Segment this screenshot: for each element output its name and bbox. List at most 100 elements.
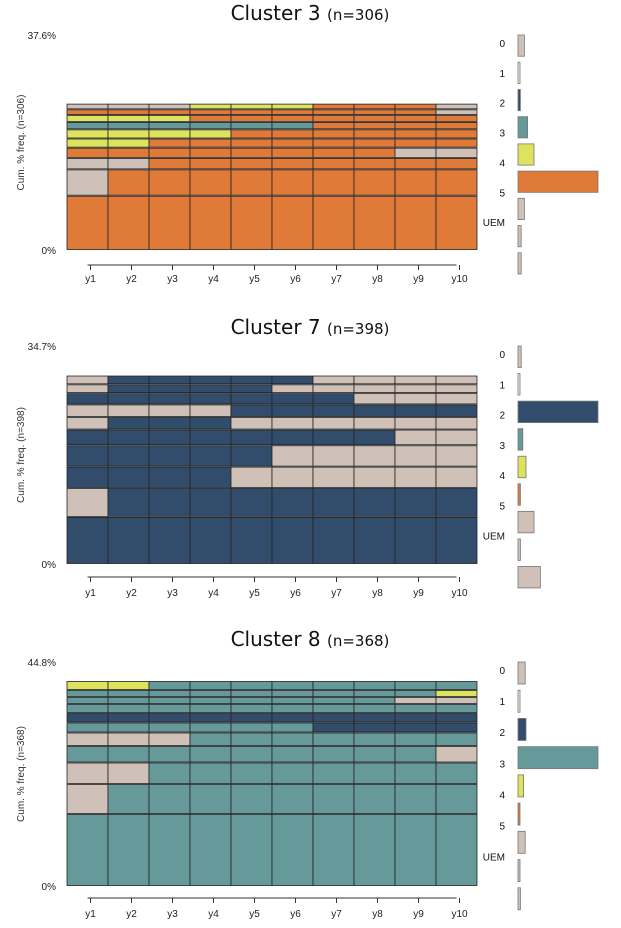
sequence-cell <box>148 115 191 122</box>
sequence-cell <box>353 138 396 148</box>
sequence-cell <box>107 103 150 110</box>
sequence-cell <box>107 115 150 122</box>
sequence-cell <box>230 690 273 697</box>
sequence-cell <box>189 466 232 488</box>
sequence-cell <box>312 690 355 697</box>
legend-label: 4 <box>499 158 505 169</box>
state-distribution-bar <box>517 802 521 826</box>
sequence-cell <box>66 445 109 467</box>
y-max-label: 37.6% <box>28 31 56 42</box>
x-tick-label: y2 <box>126 588 137 599</box>
y-max-label: 44.8% <box>28 658 56 669</box>
sequence-cell <box>66 516 109 564</box>
state-distribution-bar <box>517 566 541 589</box>
sequence-cell <box>107 814 150 886</box>
sequence-cell <box>189 762 232 784</box>
sequence-cell <box>312 488 355 517</box>
sequence-cell <box>230 516 273 564</box>
sequence-cell <box>148 814 191 886</box>
legend-label: 5 <box>499 822 505 833</box>
sequence-cell <box>271 138 314 148</box>
sequence-cell <box>189 158 232 170</box>
sequence-cell <box>148 690 191 697</box>
sequence-cell <box>312 417 355 430</box>
sequence-cell <box>435 393 478 405</box>
state-distribution-bar <box>517 197 525 220</box>
sequence-cell <box>312 195 355 250</box>
sequence-cell <box>435 697 478 704</box>
sequence-cell <box>353 147 396 158</box>
sequence-cell <box>230 115 273 122</box>
sequence-cell <box>230 445 273 467</box>
sequence-cell <box>394 115 437 122</box>
state-distribution-bar <box>517 400 599 424</box>
x-tick-label: y5 <box>249 274 260 285</box>
sequence-cell <box>271 375 314 385</box>
panel-subtitle: (n=306) <box>327 6 389 24</box>
sequence-cell <box>107 393 150 405</box>
sequence-cell <box>353 488 396 517</box>
sequence-cell <box>353 466 396 488</box>
sequence-cell <box>230 814 273 886</box>
state-distribution-bar <box>517 345 522 368</box>
sequence-cell <box>66 681 109 690</box>
sequence-cell <box>271 195 314 250</box>
y-axis-label: Cum. % freq. (n=306) <box>16 95 27 191</box>
sequence-cell <box>230 466 273 488</box>
cluster-panel-2: Cluster 7 (n=398) Cum. % freq. (n=398) 34.… <box>16 315 599 599</box>
state-distribution-bar <box>517 61 521 84</box>
sequence-cell <box>435 384 478 394</box>
sequence-cell <box>435 122 478 130</box>
sequence-cell <box>312 784 355 814</box>
sequence-cell <box>148 404 191 417</box>
sequence-cell <box>107 417 150 430</box>
legend-label: 2 <box>499 99 505 110</box>
legend-label: 3 <box>499 441 505 452</box>
sequence-cell <box>271 681 314 690</box>
sequence-cell <box>353 814 396 886</box>
sequence-cell <box>353 393 396 405</box>
sequence-cell <box>435 138 478 148</box>
sequence-cell <box>66 466 109 488</box>
state-distribution-bar <box>517 116 529 139</box>
sequence-cell <box>435 746 478 763</box>
x-tick-label: y10 <box>451 909 468 920</box>
sequence-cell <box>148 704 191 713</box>
sequence-cell <box>66 103 109 110</box>
legend-label: 1 <box>499 380 505 391</box>
panel-title: Cluster 8 (n=368) <box>231 627 390 651</box>
sequence-cell <box>107 713 150 723</box>
sequence-cell <box>107 488 150 517</box>
legend-label: 4 <box>499 471 505 482</box>
sequence-cell <box>271 384 314 394</box>
sequence-cell <box>189 122 232 130</box>
sequence-cell <box>66 732 109 746</box>
sequence-cell <box>353 429 396 446</box>
sequence-cell <box>230 103 273 110</box>
sequence-cell <box>394 429 437 446</box>
sequence-cell <box>435 814 478 886</box>
sequence-cell <box>66 722 109 733</box>
sequence-cell <box>312 138 355 148</box>
sequence-cell <box>189 384 232 394</box>
sequence-cell <box>107 466 150 488</box>
sequence-cell <box>66 109 109 115</box>
state-distribution-bar <box>517 746 599 770</box>
legend-label: 0 <box>499 39 505 50</box>
sequence-cell <box>435 404 478 417</box>
sequence-cell <box>230 713 273 723</box>
state-distribution-bar <box>517 859 521 882</box>
state-distribution-bar <box>517 887 521 911</box>
y-min-label: 0% <box>42 882 57 893</box>
sequence-cell <box>271 713 314 723</box>
sequence-cell <box>107 746 150 763</box>
x-tick-label: y9 <box>413 588 424 599</box>
sequence-cell <box>107 516 150 564</box>
sequence-cell <box>312 697 355 704</box>
x-tick-label: y10 <box>451 274 468 285</box>
sequence-cell <box>189 516 232 564</box>
sequence-cell <box>107 109 150 115</box>
sequence-cell <box>107 147 150 158</box>
legend-label: 0 <box>499 350 505 361</box>
sequence-cell <box>189 690 232 697</box>
